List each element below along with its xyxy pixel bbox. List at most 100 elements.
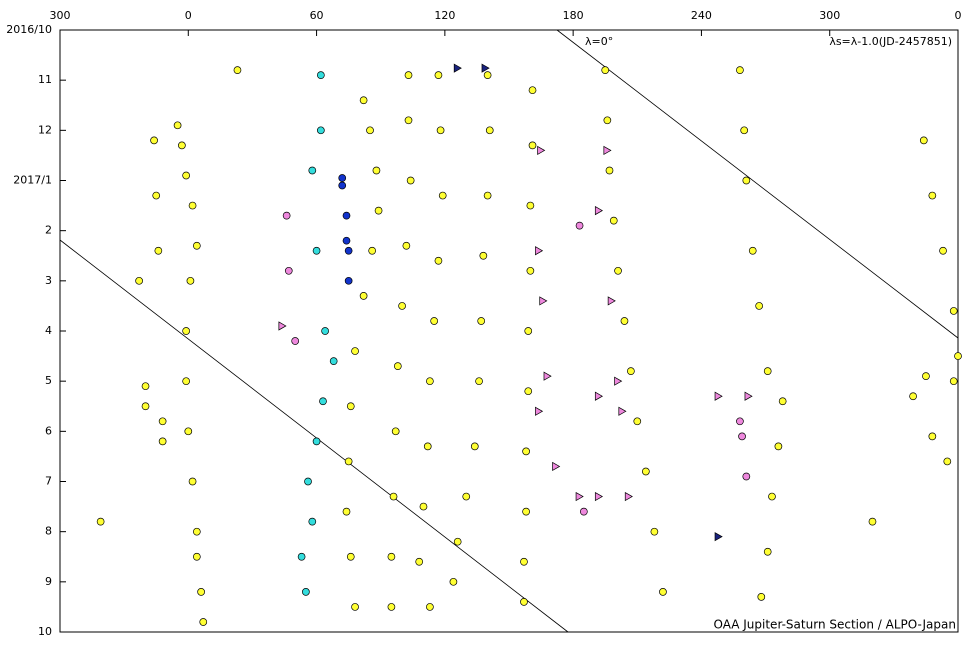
data-point	[308, 517, 317, 526]
data-point	[620, 317, 629, 325]
y-tick-label: 7	[45, 475, 52, 488]
data-point	[528, 86, 537, 95]
data-point	[470, 442, 479, 451]
y-tick-label: 11	[38, 73, 52, 86]
data-point	[736, 66, 744, 74]
data-point	[141, 382, 150, 391]
data-point	[477, 317, 486, 325]
data-point	[398, 302, 406, 310]
y-tick-label: 2	[45, 224, 52, 237]
data-point	[338, 181, 347, 190]
data-point	[757, 593, 766, 601]
data-point	[359, 292, 368, 300]
data-point	[316, 126, 325, 135]
data-point	[943, 457, 952, 466]
data-point	[528, 141, 537, 150]
data-point	[192, 527, 201, 536]
data-point	[603, 145, 612, 156]
data-point	[438, 191, 447, 200]
data-point	[485, 126, 494, 135]
annotation: OAA Jupiter-Saturn Section / ALPO-Japan	[713, 618, 956, 632]
data-point	[197, 588, 205, 596]
x-tick-label: 0	[955, 9, 962, 22]
data-point	[520, 557, 528, 566]
drift-line	[556, 29, 959, 339]
data-point	[453, 63, 462, 73]
data-point	[601, 66, 610, 74]
data-point	[650, 527, 659, 536]
data-point	[192, 552, 201, 561]
data-point	[366, 126, 374, 135]
data-point	[321, 327, 329, 335]
data-point	[316, 71, 325, 80]
data-point	[312, 246, 321, 255]
data-point	[742, 472, 751, 481]
data-point	[607, 296, 616, 306]
data-point	[178, 141, 186, 150]
x-tick-label: 0	[185, 9, 192, 22]
data-point	[778, 397, 787, 406]
data-point	[374, 206, 383, 215]
data-point	[199, 618, 208, 626]
data-point	[479, 251, 488, 260]
data-point	[526, 266, 535, 275]
data-point	[483, 71, 492, 80]
data-point	[312, 437, 321, 446]
data-point	[342, 211, 351, 220]
data-point	[524, 327, 533, 335]
data-point	[344, 276, 353, 285]
data-point	[434, 256, 443, 265]
data-point	[188, 477, 197, 486]
data-point	[419, 502, 428, 511]
data-point	[351, 347, 359, 355]
data-point	[351, 603, 359, 611]
data-point	[618, 406, 627, 416]
drift-line	[59, 239, 569, 633]
data-point	[387, 603, 396, 611]
data-point	[282, 211, 291, 220]
data-point	[233, 66, 242, 74]
data-point	[755, 302, 764, 310]
plot-frame	[59, 29, 959, 633]
y-tick-label: 8	[45, 525, 52, 538]
data-point	[135, 276, 143, 285]
data-point	[481, 63, 490, 73]
data-point	[475, 377, 483, 386]
data-point	[342, 507, 351, 516]
data-point	[192, 241, 201, 250]
x-tick-label: 180	[563, 9, 584, 22]
data-point	[359, 96, 368, 105]
data-point	[774, 442, 783, 451]
data-point	[740, 126, 749, 135]
data-point	[291, 337, 300, 345]
data-point	[434, 71, 443, 80]
y-tick-label: 2016/10	[6, 23, 52, 36]
data-point	[96, 517, 105, 526]
data-point	[426, 603, 434, 611]
data-point	[575, 491, 584, 502]
data-point	[342, 236, 351, 245]
data-point	[387, 552, 396, 561]
data-point	[594, 205, 604, 216]
x-tick-label: 300	[50, 9, 71, 22]
data-point	[304, 477, 312, 486]
y-tick-label: 10	[38, 625, 52, 638]
data-point	[483, 191, 492, 200]
data-point	[605, 166, 614, 175]
data-point	[868, 517, 877, 526]
data-point	[939, 246, 947, 255]
data-point	[182, 171, 190, 180]
data-point	[393, 362, 402, 370]
x-tick-label: 300	[819, 9, 840, 22]
data-point	[346, 552, 355, 561]
data-point	[609, 216, 618, 225]
data-point	[462, 492, 471, 501]
data-point	[308, 166, 317, 175]
data-point	[641, 467, 650, 476]
data-point	[768, 492, 776, 501]
data-point	[158, 417, 167, 426]
data-point	[154, 246, 163, 255]
data-point	[949, 377, 958, 386]
data-point	[182, 377, 190, 386]
